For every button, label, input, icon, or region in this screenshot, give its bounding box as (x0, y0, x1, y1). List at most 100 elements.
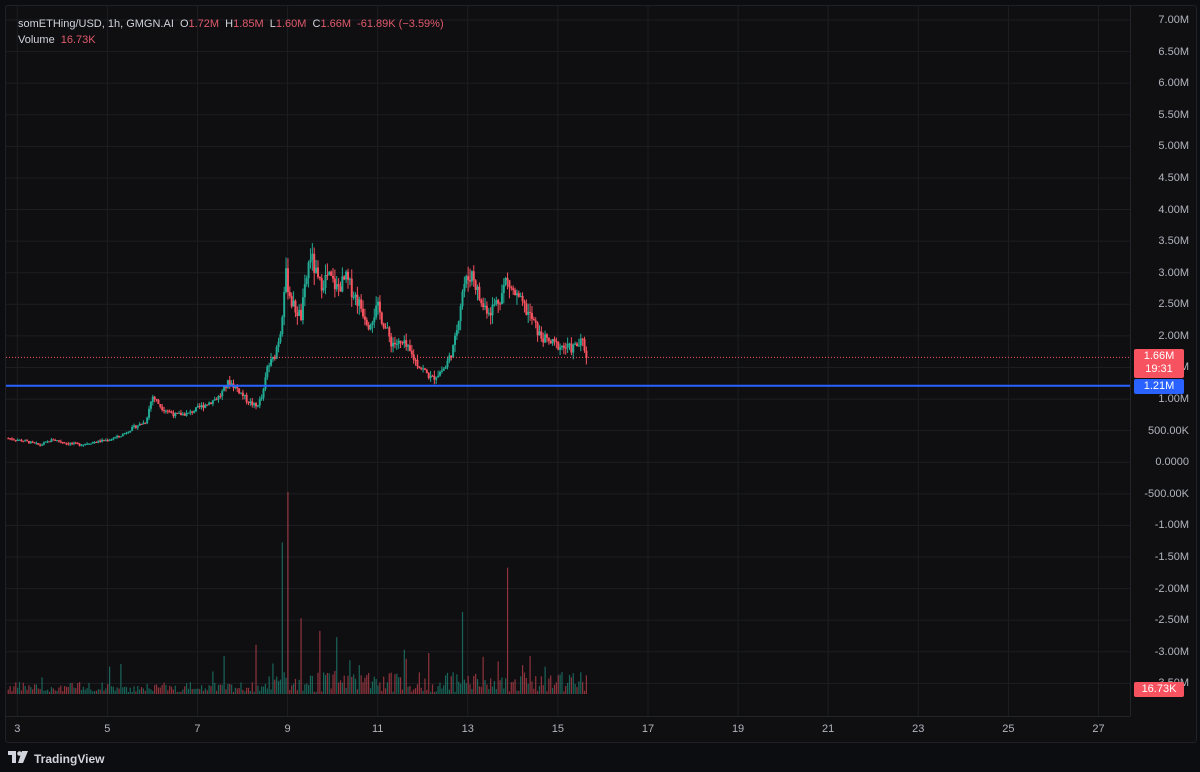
volume-bar (463, 679, 465, 694)
volume-bar (274, 679, 276, 694)
volume-bar (403, 649, 405, 694)
candle-body (331, 275, 334, 279)
candle-body (369, 324, 372, 330)
candle-body (397, 340, 400, 344)
candle-body (236, 386, 239, 389)
volume-bar (298, 679, 300, 694)
volume-bar (165, 685, 167, 694)
candle-body (234, 386, 237, 389)
candle-body (303, 284, 306, 298)
volume-label[interactable]: Volume (18, 34, 55, 46)
candle-body (416, 359, 419, 367)
price-scale[interactable]: 7.00M 6.50M 6.00M 5.50M 5.00M 4.50M 4.00M 3.50M… (1130, 6, 1196, 716)
candle-body (510, 287, 513, 289)
candle-body (251, 401, 254, 406)
price-tick-label: 3.00M (1158, 266, 1189, 279)
candle-body (86, 443, 89, 445)
volume-bar (306, 683, 308, 694)
chart-legend: somETHing/USD, 1h, GMGN.AI O1.72M H1.85M… (18, 16, 447, 48)
candle-body (226, 380, 229, 388)
volume-bar (17, 687, 19, 694)
open-value: 1.72M (188, 18, 220, 30)
chart-pane[interactable]: somETHing/USD, 1h, GMGN.AI O1.72M H1.85M… (5, 5, 1197, 743)
candle-body (444, 367, 447, 369)
grid (6, 6, 1130, 716)
candle-body (564, 347, 567, 349)
candle-body (65, 443, 68, 445)
candle-body (290, 296, 293, 307)
volume-bar (585, 675, 587, 694)
volume-bar (302, 690, 304, 694)
candle-body (114, 437, 117, 439)
candles[interactable] (7, 243, 588, 447)
volume-bar (112, 686, 114, 694)
candle-body (97, 440, 100, 443)
candle-body (315, 267, 318, 273)
volume-bar (368, 672, 370, 694)
volume-bar (268, 676, 270, 694)
price-tick-label: 4.50M (1158, 171, 1189, 184)
candle-body (112, 438, 115, 440)
candle-body (514, 290, 517, 296)
candle-body (519, 295, 522, 297)
time-tick-label: 25 (1002, 723, 1015, 735)
volume-bar (499, 680, 501, 694)
volume-bar (242, 689, 244, 694)
change-value: -61.89K (−3.59%) (357, 18, 444, 30)
candle-body (153, 396, 156, 400)
candle-body (48, 441, 51, 443)
symbol-row: somETHing/USD, 1h, GMGN.AI O1.72M H1.85M… (18, 16, 447, 32)
candle-body (309, 259, 312, 263)
volume-bar (41, 677, 43, 694)
candle-body (172, 413, 175, 417)
volume-bar (458, 681, 460, 694)
candle-body (425, 369, 428, 374)
plot-area[interactable]: somETHing/USD, 1h, GMGN.AI O1.72M H1.85M… (6, 6, 1130, 716)
time-scale[interactable]: 3 5 7 9 11 13 15 17 19 21 23 25 27 (6, 716, 1130, 742)
time-tick-label: 11 (371, 723, 384, 735)
candle-body (393, 342, 396, 345)
candle-body (187, 412, 190, 414)
candle-body (281, 317, 284, 335)
candle-body (399, 340, 402, 343)
candle-body (288, 292, 291, 297)
candle-body (360, 299, 363, 309)
volume-bar (574, 683, 576, 694)
volume-bar (341, 682, 343, 694)
candle-body (448, 355, 451, 361)
candle-body (386, 327, 389, 329)
candle-body (373, 317, 376, 323)
candle-body (337, 284, 340, 287)
volume-bar (11, 691, 13, 694)
volume-bar (189, 682, 191, 694)
candle-body (14, 439, 17, 441)
candle-body (512, 288, 515, 291)
symbol-info[interactable]: somETHing/USD, 1h, GMGN.AI (18, 18, 174, 30)
volume-bar (493, 681, 496, 694)
last-price-tag: 1.66M 19:31 (1134, 349, 1184, 379)
volume-bar (110, 686, 113, 694)
volume-bar (26, 689, 28, 694)
volume-bar (390, 672, 392, 694)
candle-body (202, 405, 205, 408)
price-tick-label: -2.50M (1154, 614, 1189, 627)
candle-body (133, 425, 136, 427)
chart-canvas[interactable] (6, 6, 1130, 716)
candle-body (270, 359, 273, 366)
volume-bar (313, 691, 315, 694)
candle-body (264, 377, 267, 389)
candle-body (39, 444, 42, 446)
candle-body (579, 338, 582, 346)
volume-bar (383, 676, 385, 694)
candle-body (174, 412, 177, 417)
candle-body (343, 276, 346, 280)
candle-body (116, 435, 119, 438)
volume-bar (287, 491, 289, 694)
candle-body (104, 440, 107, 442)
volume-bar (304, 684, 306, 694)
volume-bar (131, 691, 133, 694)
bar-countdown: 19:31 (1145, 363, 1173, 376)
candle-body (545, 334, 548, 338)
candle-body (247, 402, 250, 404)
volume-bar (178, 691, 180, 694)
